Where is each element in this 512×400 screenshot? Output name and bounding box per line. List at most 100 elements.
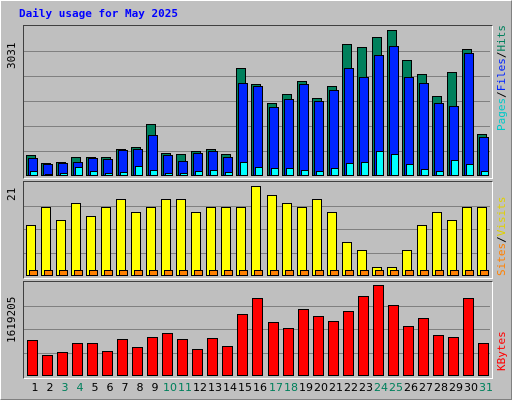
x-tick-label: 3	[61, 381, 69, 394]
pages-bar	[135, 166, 143, 176]
sites-bar	[119, 270, 128, 276]
chart-title: Daily usage for May 2025	[19, 7, 178, 20]
kbytes-bar	[433, 335, 444, 376]
x-tick-label: 13	[208, 381, 222, 394]
legend-visits-sites: Sites/Visits	[495, 197, 508, 277]
visits-sites-chart	[24, 186, 490, 276]
kbytes-bar	[207, 338, 218, 376]
sites-bar	[164, 270, 173, 276]
kbytes-bar	[478, 343, 489, 376]
pages-bar	[60, 173, 68, 176]
x-tick-label: 14	[223, 381, 237, 394]
files-bar	[404, 77, 414, 176]
legend-sites: Sites	[495, 243, 508, 277]
pages-bar	[361, 162, 369, 176]
pages-bar	[240, 162, 248, 176]
sites-bar	[315, 270, 324, 276]
kbytes-bar	[298, 309, 309, 376]
kbytes-bar	[87, 343, 98, 376]
files-bar	[43, 164, 53, 176]
sites-bar	[375, 270, 384, 276]
pages-bar	[210, 170, 218, 176]
pages-bar	[466, 164, 474, 176]
legend-visits: Visits	[495, 197, 508, 237]
visits-bar	[297, 207, 307, 276]
sites-bar	[480, 270, 489, 276]
visits-bar	[462, 207, 472, 276]
sites-bar	[44, 270, 53, 276]
legend-hits: Hits	[495, 25, 508, 52]
files-bar	[284, 99, 294, 176]
x-tick-label: 23	[359, 381, 373, 394]
pages-bar	[165, 173, 173, 176]
hits-files-pages-chart	[24, 30, 490, 176]
ymax-label-kbytes: 1619205	[5, 296, 18, 343]
x-tick-label: 10	[163, 381, 177, 394]
sites-bar	[330, 270, 339, 276]
files-bar	[269, 107, 279, 176]
x-tick-label: 30	[464, 381, 478, 394]
files-bar	[434, 103, 444, 176]
visits-bar	[221, 207, 231, 276]
x-tick-label: 29	[449, 381, 463, 394]
visits-bar	[282, 203, 292, 276]
visits-bar	[131, 212, 141, 276]
visits-bar	[447, 220, 457, 276]
visits-bar	[251, 186, 261, 276]
visits-bar	[146, 207, 156, 276]
ymax-label-hits: 3031	[5, 42, 18, 70]
sites-bar	[270, 270, 279, 276]
x-tick-label: 17	[269, 381, 283, 394]
visits-bar	[206, 207, 216, 276]
pages-bar	[406, 164, 414, 176]
pages-bar	[90, 171, 98, 176]
sites-bar	[134, 270, 143, 276]
kbytes-bar	[403, 326, 414, 376]
files-bar	[314, 101, 324, 176]
kbytes-bar	[102, 351, 113, 376]
files-bar	[163, 155, 173, 176]
kbytes-bar	[268, 322, 279, 376]
kbytes-bar	[42, 355, 53, 376]
pages-bar	[120, 172, 128, 176]
sites-bar	[74, 270, 83, 276]
kbytes-bar	[448, 337, 459, 376]
visits-bar	[101, 207, 111, 276]
sites-bar	[465, 270, 474, 276]
kbytes-bar	[162, 333, 173, 376]
x-tick-label: 1	[31, 381, 39, 394]
pages-bar	[105, 173, 113, 176]
sites-bar	[254, 270, 263, 276]
files-bar	[238, 83, 248, 176]
pages-bar	[421, 169, 429, 176]
files-bar	[419, 83, 429, 176]
kbytes-bar	[192, 349, 203, 376]
pages-bar	[376, 151, 384, 176]
sites-bar	[390, 270, 399, 276]
visits-bar	[86, 216, 96, 276]
sites-bar	[405, 270, 414, 276]
visits-bar	[477, 207, 487, 276]
pages-bar	[301, 170, 309, 176]
hits-files-pages-panel	[23, 25, 493, 179]
visits-bar	[26, 225, 36, 276]
x-tick-label: 26	[404, 381, 418, 394]
visits-bar	[267, 195, 277, 276]
x-tick-label: 22	[344, 381, 358, 394]
pages-bar	[180, 173, 188, 176]
kbytes-bar	[283, 328, 294, 376]
sites-bar	[300, 270, 309, 276]
files-bar	[253, 86, 263, 176]
visits-bar	[71, 203, 81, 276]
visits-sites-panel	[23, 181, 493, 279]
kbytes-bar	[132, 347, 143, 376]
x-tick-label: 7	[121, 381, 129, 394]
kbytes-bar	[222, 346, 233, 376]
sites-bar	[360, 270, 369, 276]
x-tick-label: 15	[238, 381, 252, 394]
kbytes-bar	[313, 316, 324, 376]
kbytes-bar	[343, 311, 354, 376]
x-tick-label: 11	[178, 381, 192, 394]
legend-separator: /	[495, 236, 508, 244]
kbytes-panel	[23, 281, 493, 379]
